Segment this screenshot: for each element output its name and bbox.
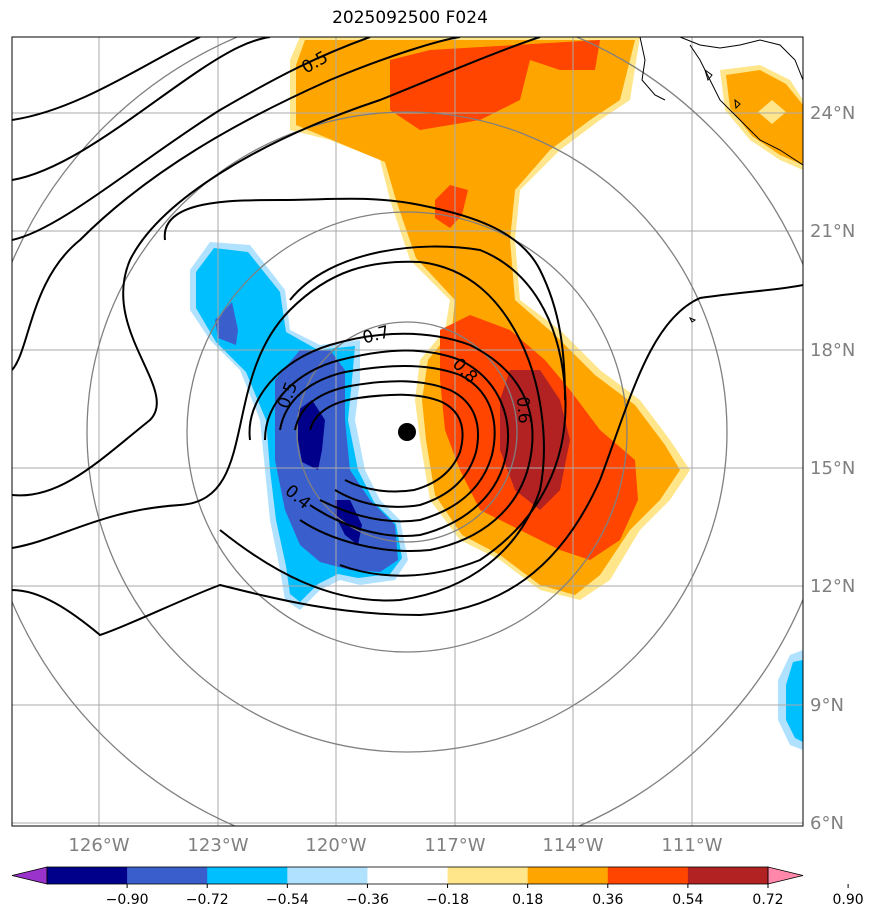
map-frame bbox=[11, 36, 804, 827]
colorbar-swatch bbox=[447, 867, 529, 884]
latitude-labels: 24°N 21°N 18°N 15°N 12°N 9°N 6°N bbox=[810, 103, 855, 834]
colorbar-tick-label: −0.72 bbox=[186, 892, 229, 908]
colorbar-tick-label: −0.54 bbox=[266, 892, 309, 908]
lat-label: 12°N bbox=[810, 576, 855, 597]
coastlines bbox=[639, 37, 803, 323]
colorbar-swatch bbox=[367, 867, 449, 884]
colorbar-tick-label: −0.18 bbox=[426, 892, 469, 908]
colorbar-tick-label: 0.54 bbox=[672, 892, 703, 908]
colorbar-outline bbox=[46, 866, 769, 885]
colorbar-tick-label: −0.90 bbox=[106, 892, 149, 908]
colorbar-swatch bbox=[47, 867, 128, 884]
lon-label: 126°W bbox=[68, 835, 129, 856]
lat-label: 6°N bbox=[810, 813, 844, 834]
colorbar-swatch bbox=[527, 867, 609, 884]
colorbar-swatch bbox=[607, 867, 689, 884]
colorbar-extend-low bbox=[11, 866, 48, 885]
colorbar-swatch bbox=[687, 867, 769, 884]
lon-label: 123°W bbox=[187, 835, 248, 856]
lat-label: 9°N bbox=[810, 695, 844, 716]
longitude-labels: 126°W 123°W 120°W 117°W 114°W 111°W bbox=[68, 835, 722, 856]
colorbar: −0.90 −0.72 −0.54 −0.36 −0.18 0.18 0.36 0.54 0.7… bbox=[11, 866, 864, 908]
colorbar-tick-label: 0.72 bbox=[752, 892, 783, 908]
map-area: 0.5 0.7 0.8 0.6 0.5 0.4 bbox=[12, 37, 803, 826]
colorbar-extend-high bbox=[767, 866, 804, 885]
lat-label: 15°N bbox=[810, 458, 855, 479]
colorbar-swatch bbox=[207, 867, 288, 884]
lon-label: 114°W bbox=[542, 835, 603, 856]
lat-label: 21°N bbox=[810, 221, 855, 242]
colorbar-tick-label: 0.90 bbox=[833, 892, 864, 908]
contour-label: 0.6 bbox=[512, 396, 534, 425]
colorbar-swatch bbox=[287, 867, 368, 884]
colorbar-tick-label: 0.36 bbox=[592, 892, 623, 908]
black-contours bbox=[12, 37, 803, 637]
colorbar-swatch bbox=[127, 867, 208, 884]
lat-label: 24°N bbox=[810, 103, 855, 124]
lat-label: 18°N bbox=[810, 340, 855, 361]
lon-label: 117°W bbox=[424, 835, 485, 856]
lon-label: 120°W bbox=[305, 835, 366, 856]
positive-anomaly-fill bbox=[290, 37, 803, 600]
lon-label: 111°W bbox=[661, 835, 722, 856]
colorbar-tick-label: 0.18 bbox=[512, 892, 543, 908]
map-title: 2025092500 F024 bbox=[332, 8, 488, 28]
storm-center-dot bbox=[398, 423, 416, 441]
range-rings bbox=[12, 37, 803, 826]
contour-label: 0.7 bbox=[360, 322, 391, 348]
colorbar-tick-label: −0.36 bbox=[346, 892, 389, 908]
